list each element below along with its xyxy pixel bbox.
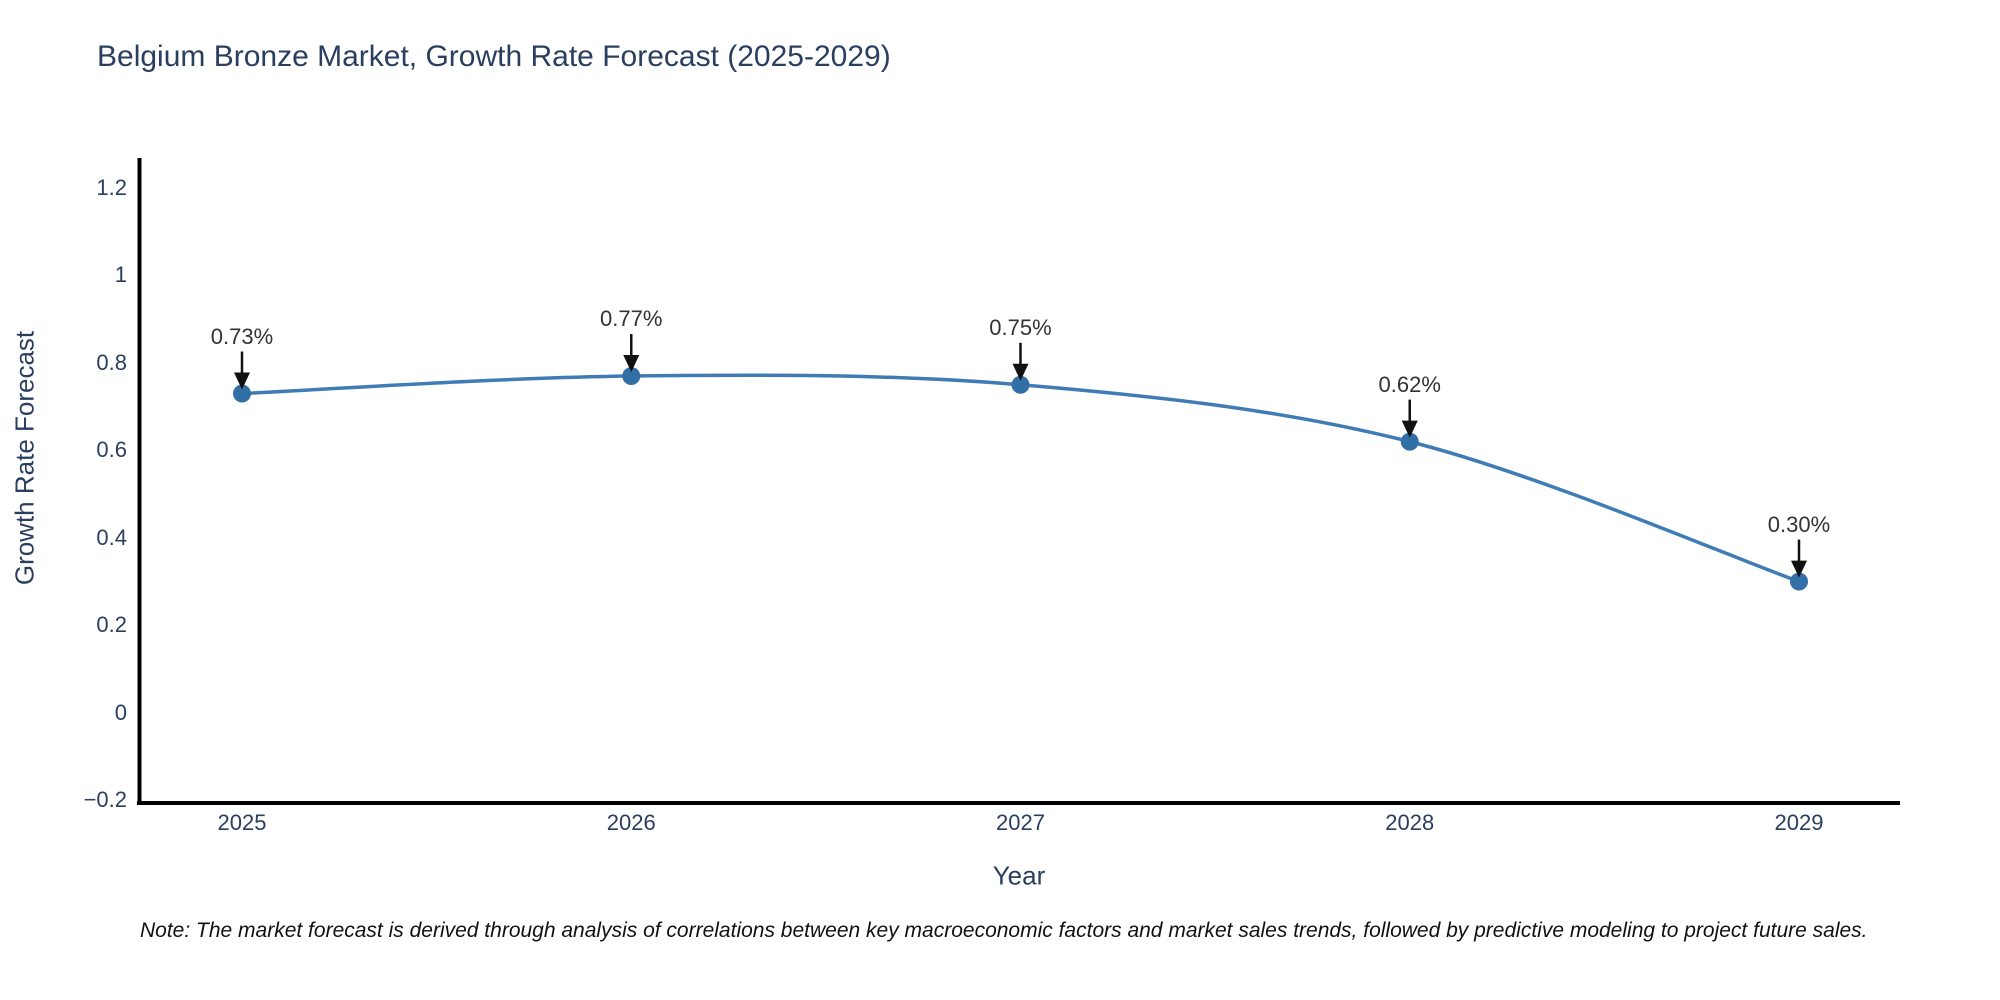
point-value-label: 0.30% — [1767, 511, 1831, 537]
y-tick-label: 1.2 — [96, 175, 127, 200]
x-tick-label: 2027 — [996, 810, 1045, 835]
data-point-marker — [1790, 572, 1808, 591]
y-tick-label: 0.8 — [96, 349, 127, 375]
footnote: Note: The market forecast is derived thr… — [140, 919, 1868, 942]
y-tick-label: 0 — [114, 699, 127, 725]
annotation-arrow-head — [1401, 420, 1418, 438]
chart-title: Belgium Bronze Market, Growth Rate Forec… — [97, 40, 891, 73]
data-point-marker — [233, 384, 251, 403]
x-tick-label: 2025 — [217, 810, 267, 835]
annotation-arrow-head — [1012, 363, 1029, 381]
y-tick-label: 1 — [114, 262, 127, 288]
annotation-arrow-head — [623, 355, 640, 373]
y-tick-label: 0.4 — [96, 524, 127, 550]
x-tick-label: 2026 — [606, 810, 656, 835]
point-value-label: 0.77% — [600, 306, 663, 332]
point-value-label: 0.73% — [210, 323, 274, 349]
point-value-label: 0.75% — [989, 314, 1052, 340]
point-value-label: 0.62% — [1378, 371, 1441, 397]
annotation-arrow-head — [234, 372, 250, 390]
x-tick-label: 2028 — [1385, 810, 1435, 835]
annotation-arrow-head — [1791, 560, 1807, 578]
forecast-line — [241, 373, 1800, 584]
data-point-marker — [1400, 432, 1419, 451]
data-point-marker — [622, 367, 641, 386]
y-tick-label: 0.6 — [96, 437, 127, 463]
y-tick-label: 0.2 — [96, 612, 127, 638]
x-tick-label: 2029 — [1774, 810, 1824, 835]
data-point-marker — [1011, 375, 1030, 394]
x-axis-title: Year — [992, 860, 1046, 891]
y-tick-label: −0.2 — [83, 787, 127, 813]
